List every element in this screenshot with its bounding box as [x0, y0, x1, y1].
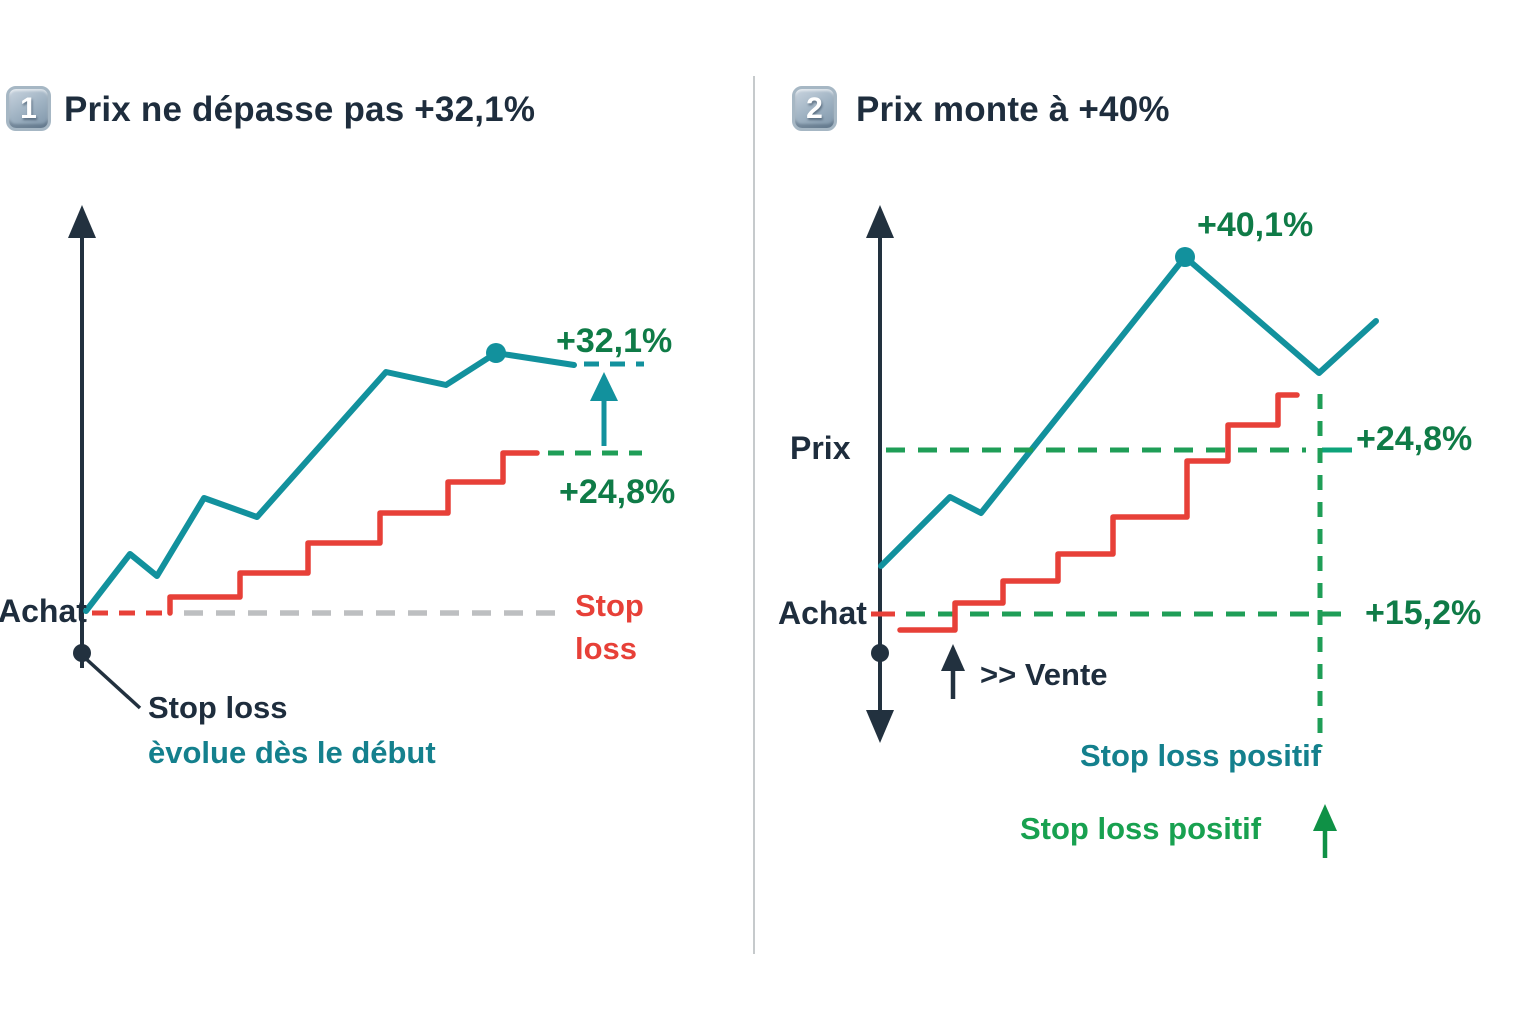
right-panel-title: Prix monte à +40% [856, 90, 1170, 129]
right-vente-label: >> Vente [980, 657, 1108, 692]
right-price-line [878, 254, 1379, 569]
left-stop-loss-label: Stop loss [575, 588, 644, 666]
right-peak-percent-label: +40,1% [1197, 206, 1314, 244]
right-price-peak-dot [1175, 247, 1195, 267]
left-gap-arrow-head [590, 372, 618, 401]
step-1-badge-number: 1 [20, 91, 37, 125]
right-achat-label: Achat [778, 595, 867, 631]
step-2-badge: 2 [792, 86, 837, 131]
vente-arrow-head [941, 644, 965, 671]
right-buy-point-dot [871, 644, 889, 662]
right-high-percent-label: +24,8% [1356, 420, 1473, 458]
left-price-line [83, 350, 577, 614]
left-achat-label: Achat [0, 593, 87, 629]
right-y-axis-arrowhead-bottom [866, 710, 894, 743]
left-callout-line [82, 655, 142, 710]
left-price-peak-dot [486, 343, 506, 363]
left-stop-loss-staircase [167, 450, 540, 616]
left-chart [68, 205, 644, 710]
stop-positif-arrow-head [1313, 804, 1337, 831]
left-annotation-subtitle: èvolue dès le début [148, 735, 436, 770]
left-panel-title: Prix ne dépasse pas +32,1% [64, 90, 536, 129]
left-y-axis-arrowhead [68, 205, 96, 238]
right-chart [866, 205, 1379, 858]
right-low-percent-label: +15,2% [1365, 594, 1482, 632]
left-annotation-title: Stop loss [148, 690, 288, 725]
right-stop-loss-staircase [897, 392, 1300, 633]
step-1-badge: 1 [6, 86, 51, 131]
step-2-badge-number: 2 [806, 91, 823, 125]
right-prix-label: Prix [790, 430, 851, 466]
right-stop-positif-green-label: Stop loss positif [1020, 811, 1262, 846]
right-stop-positif-teal-label: Stop loss positif [1080, 738, 1322, 773]
left-peak-percent-label: +32,1% [556, 322, 673, 360]
panel-divider [753, 76, 755, 954]
left-trailing-percent-label: +24,8% [559, 473, 676, 511]
right-y-axis-arrowhead-top [866, 205, 894, 238]
